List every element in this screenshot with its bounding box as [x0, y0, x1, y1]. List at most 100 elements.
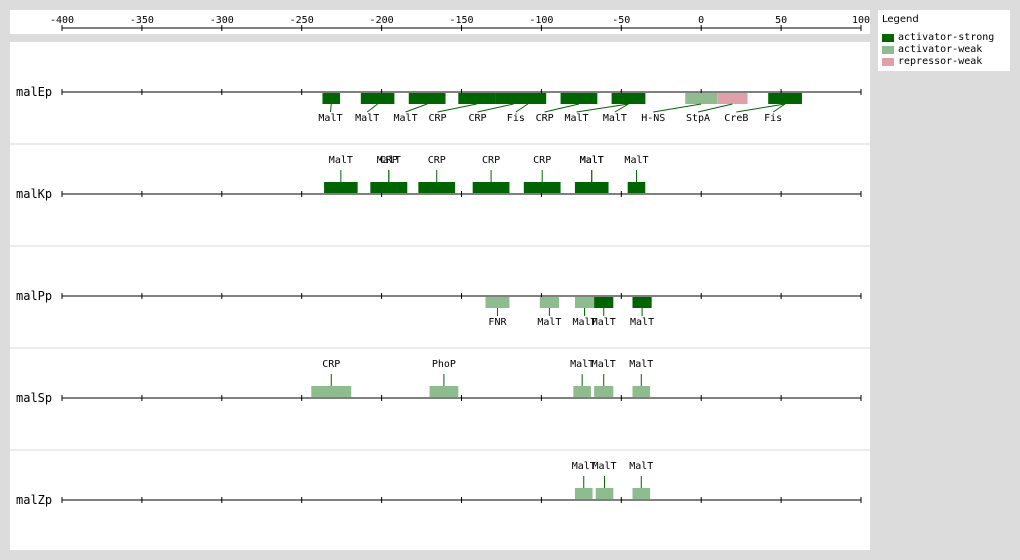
binding-site-malt[interactable] — [627, 182, 646, 193]
binding-site-label: MalT — [592, 317, 616, 328]
binding-site-label: CRP — [428, 113, 446, 124]
binding-site-malt[interactable] — [594, 297, 614, 308]
binding-site-label: MalT — [580, 155, 604, 166]
axis-tick-label: -200 — [370, 15, 394, 26]
binding-site-label: FNR — [488, 317, 507, 328]
binding-site-label: H-NS — [641, 113, 665, 124]
binding-site-label: MalT — [570, 359, 594, 370]
binding-site-crp[interactable] — [458, 93, 496, 104]
axis-tick-label: 50 — [775, 15, 787, 26]
axis-tick-label: 0 — [698, 15, 704, 26]
site-connector — [405, 103, 428, 113]
binding-site-label: MalT — [318, 113, 342, 124]
legend-label: activator-strong — [898, 32, 995, 43]
binding-site-fis[interactable] — [509, 93, 547, 104]
promoter-name: malKp — [16, 187, 52, 201]
binding-site-malt[interactable] — [322, 93, 341, 104]
binding-site-malt[interactable] — [324, 182, 358, 193]
binding-site-label: MalT — [603, 113, 627, 124]
binding-site-malt[interactable] — [574, 182, 609, 193]
binding-site-h-ns[interactable] — [685, 93, 718, 104]
binding-site-label: MalT — [565, 113, 589, 124]
binding-site-label: MalT — [394, 113, 418, 124]
legend-label: repressor-weak — [898, 56, 983, 67]
binding-site-malt[interactable] — [573, 386, 591, 397]
binding-site-malt[interactable] — [632, 297, 652, 308]
legend-title: Legend — [882, 14, 919, 25]
site-connector — [477, 103, 514, 113]
binding-site-malt[interactable] — [632, 488, 651, 499]
position-axis: -400 -350 -300 -250 -200 -150 -100 -50 0 50 100 — [50, 15, 870, 31]
promoter-name: malSp — [16, 391, 52, 405]
binding-site-malt[interactable] — [574, 488, 593, 499]
promoter-name: malPp — [16, 289, 52, 303]
binding-site-crp[interactable] — [311, 386, 352, 397]
legend-swatch — [882, 34, 894, 42]
binding-site-malt[interactable] — [539, 297, 559, 308]
binding-site-crp[interactable] — [560, 93, 598, 104]
legend-swatch — [882, 58, 894, 66]
binding-site-phop[interactable] — [429, 386, 459, 397]
binding-site-fis[interactable] — [768, 93, 802, 104]
binding-site-label: CRP — [428, 155, 446, 166]
binding-site-crp[interactable] — [523, 182, 561, 193]
binding-site-label: MalT — [377, 155, 401, 166]
axis-tick-label: -50 — [612, 15, 630, 26]
binding-site-label: CRP — [322, 359, 340, 370]
binding-site-malt[interactable] — [574, 297, 595, 308]
promoter-name: malZp — [16, 493, 52, 507]
position-axis-panel: -400 -350 -300 -250 -200 -150 -100 -50 0 50 100 — [10, 10, 870, 34]
binding-site-label: MalT — [580, 155, 604, 166]
binding-site-malt[interactable] — [595, 488, 614, 499]
legend-label: activator-weak — [898, 44, 983, 55]
binding-site-label: CRP — [380, 155, 398, 166]
binding-site-label: PhoP — [432, 359, 456, 370]
site-connector — [772, 103, 786, 113]
legend-swatch — [882, 46, 894, 54]
binding-site-malt[interactable] — [632, 386, 651, 397]
binding-site-malt[interactable] — [408, 93, 446, 104]
binding-site-label: MalT — [572, 461, 596, 472]
legend-item-activator-weak: activator-weak — [882, 44, 1006, 56]
binding-site-crp[interactable] — [370, 182, 408, 193]
axis-tick-label: -100 — [529, 15, 553, 26]
site-connector — [544, 103, 580, 113]
binding-site-label: MalT — [572, 317, 596, 328]
binding-site-label: Fis — [507, 113, 525, 124]
binding-site-label: CreB — [724, 113, 748, 124]
binding-site-label: MalT — [355, 113, 379, 124]
binding-site-label: StpA — [686, 113, 710, 124]
binding-site-crp[interactable] — [472, 182, 510, 193]
promoter-tracks-panel: malEp MalT MalT MalT CRP CRP Fis CRP MalT MalT H-N… — [10, 42, 870, 550]
promoter-track-malEp: malEp MalT MalT MalT CRP CRP Fis CRP MalT MalT H-N… — [16, 85, 862, 124]
binding-site-label: MalT — [592, 359, 616, 370]
binding-site-label: CRP — [533, 155, 551, 166]
axis-tick-label: -400 — [50, 15, 74, 26]
binding-site-label: MalT — [329, 155, 353, 166]
binding-site-label: MalT — [592, 461, 616, 472]
site-connector — [736, 103, 786, 113]
binding-site-crp[interactable] — [418, 182, 456, 193]
binding-site-label: MalT — [629, 461, 653, 472]
site-connector — [437, 103, 477, 113]
binding-site-malt[interactable] — [611, 93, 646, 104]
binding-site-stpa[interactable] — [717, 93, 748, 104]
binding-site-label: CRP — [482, 155, 500, 166]
promoter-name: malEp — [16, 85, 52, 99]
site-connector — [329, 103, 332, 113]
axis-tick-label: 100 — [852, 15, 870, 26]
binding-site-malt[interactable] — [360, 93, 395, 104]
binding-site-malt[interactable] — [594, 386, 614, 397]
binding-site-fnr[interactable] — [485, 297, 510, 308]
binding-site-label: MalT — [624, 155, 648, 166]
axis-tick-label: -150 — [449, 15, 473, 26]
legend-item-repressor-weak: repressor-weak — [882, 56, 1006, 68]
site-connector — [697, 103, 733, 113]
axis-tick-label: -250 — [290, 15, 314, 26]
site-connector — [614, 103, 629, 113]
binding-site-label: MalT — [537, 317, 561, 328]
